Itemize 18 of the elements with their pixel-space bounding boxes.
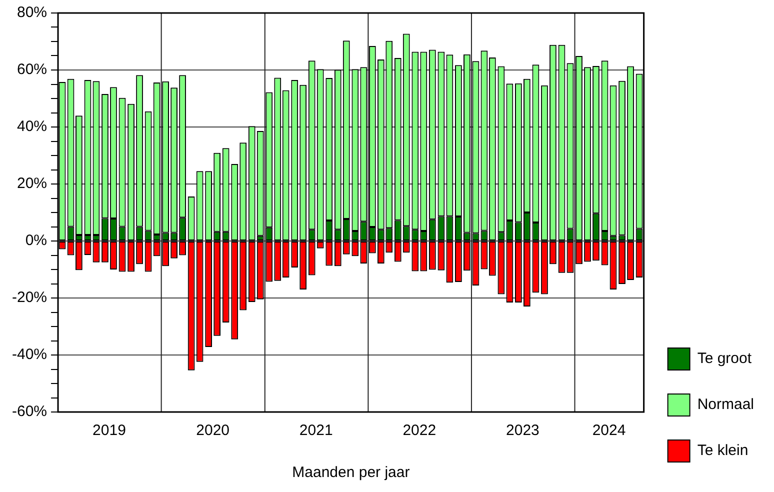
y-tick-label: -40% <box>12 346 48 364</box>
y-tick-label: 60% <box>16 61 48 78</box>
y-tick-label: 0% <box>25 232 48 250</box>
x-tick-label: 2022 <box>402 422 436 440</box>
y-tick-label: 40% <box>16 118 48 136</box>
x-tick-label: 2023 <box>506 422 540 440</box>
y-tick-label: 20% <box>16 175 48 192</box>
y-tick-label: -60% <box>12 403 48 420</box>
y-tick-label: -20% <box>12 289 48 306</box>
y-tick-label: 80% <box>16 4 48 22</box>
legend-label: Te groot <box>697 350 752 368</box>
x-axis-title: Maanden per jaar <box>292 464 410 482</box>
x-tick-label: 2019 <box>92 422 126 440</box>
x-tick-label: 2020 <box>196 422 230 440</box>
legend-label: Normaal <box>697 396 754 414</box>
legend-label: Te klein <box>697 442 748 460</box>
x-tick-label: 2024 <box>592 422 626 440</box>
x-tick-label: 2021 <box>299 422 333 440</box>
